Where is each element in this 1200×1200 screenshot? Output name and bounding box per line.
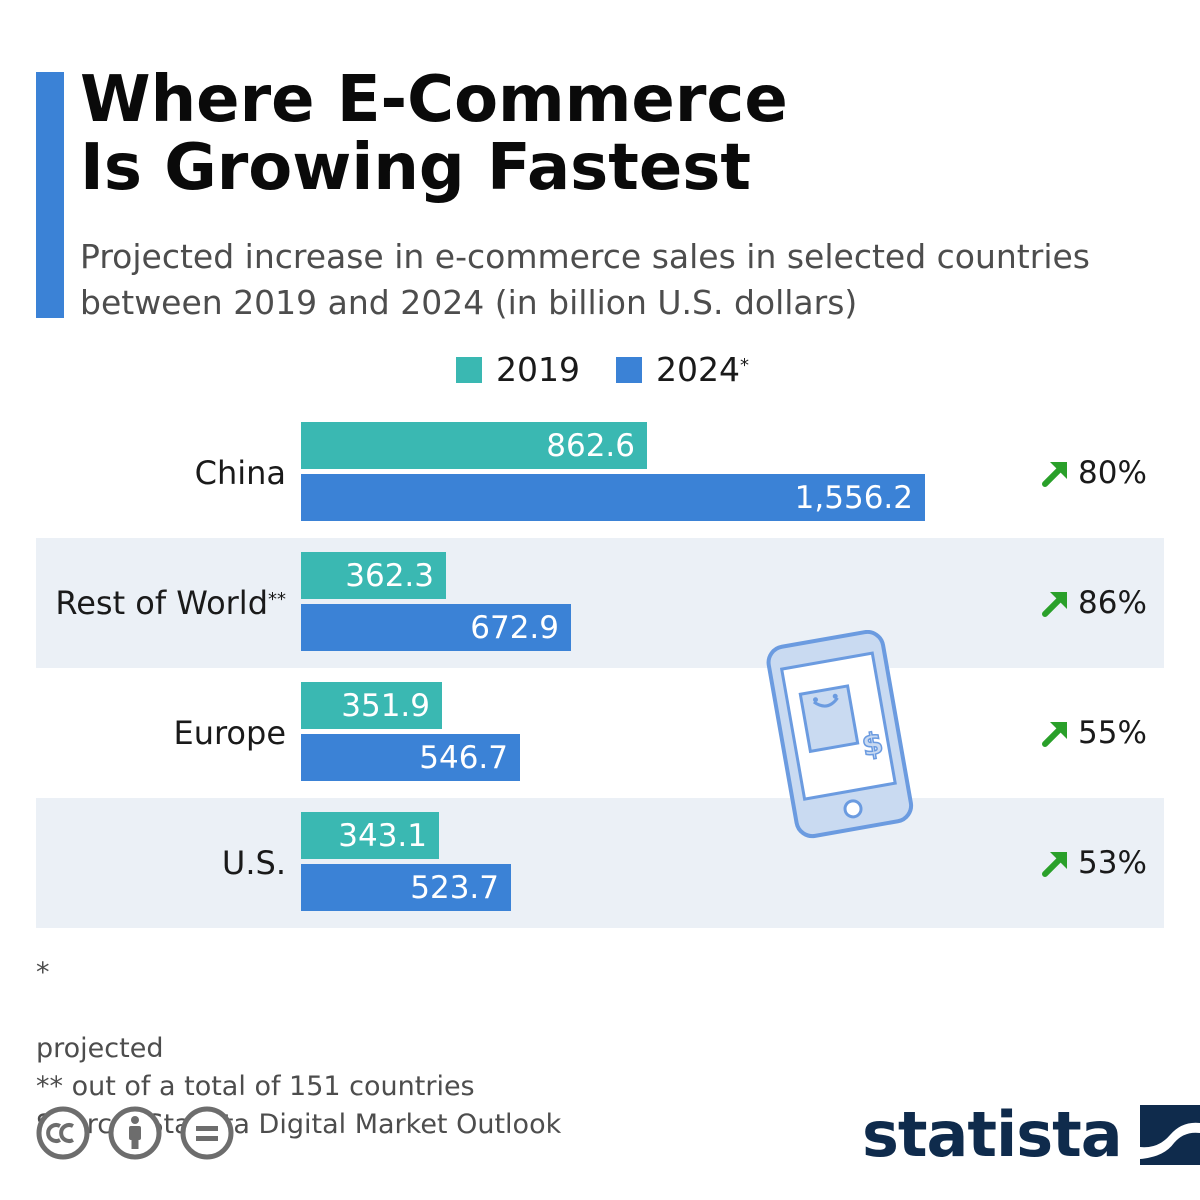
data-label: 546.7: [419, 739, 508, 776]
category-label: Europe: [173, 714, 286, 752]
subtitle-line-2: between 2019 and 2024 (in billion U.S. d…: [80, 283, 858, 322]
data-label: 672.9: [470, 609, 559, 646]
arrow-up-right-icon: [1042, 592, 1067, 617]
statista-brand: statista: [862, 1098, 1200, 1171]
data-label: 343.1: [338, 817, 427, 854]
data-label: 523.7: [410, 869, 499, 906]
bar-2019: 362.3: [301, 552, 446, 599]
chart-row: Europe 351.9 546.7 55%: [36, 668, 1164, 798]
title-line-1: Where E-Commerce: [80, 63, 788, 137]
chart-row: U.S. 343.1 523.7 53%: [36, 798, 1164, 928]
footnote-countries: ** out of a total of 151 countries: [36, 1071, 475, 1102]
data-label: 351.9: [341, 687, 430, 724]
no-derivatives-icon: [180, 1106, 234, 1160]
chart-row: Rest of World ** 362.3 672.9 86%: [36, 538, 1164, 668]
data-label: 362.3: [345, 557, 434, 594]
arrow-up-right-icon: [1042, 462, 1067, 487]
growth-label: 53%: [1040, 798, 1147, 928]
growth-label: 55%: [1040, 668, 1147, 798]
legend-swatch-2019: [456, 356, 482, 383]
chart-subtitle: Projected increase in e-commerce sales i…: [80, 234, 1090, 326]
bar-2024: 672.9: [301, 604, 571, 651]
category-label: Rest of World **: [55, 584, 286, 622]
arrow-up-right-icon: [1042, 852, 1067, 877]
data-label: 1,556.2: [794, 479, 913, 516]
arrow-up-right-icon: [1042, 722, 1067, 747]
legend-swatch-2024: [615, 356, 642, 383]
legend-label-2019: 2019: [496, 350, 580, 389]
legend: 2019 2024 *: [456, 350, 785, 389]
category-label: U.S.: [221, 844, 286, 882]
growth-label: 80%: [1040, 408, 1147, 538]
title-line-2: Is Growing Fastest: [80, 131, 751, 205]
statista-logo-icon: [1139, 1104, 1200, 1165]
bar-2019: 351.9: [301, 682, 442, 729]
legend-item-2024: 2024 *: [615, 350, 749, 389]
cc-icon: [36, 1106, 90, 1160]
category-label: China: [194, 454, 286, 492]
bar-2024: 1,556.2: [301, 474, 925, 521]
attribution-icon: [108, 1106, 162, 1160]
footnote-projected: * projected: [36, 957, 164, 1064]
legend-item-2019: 2019: [456, 350, 580, 389]
legend-projected-mark: *: [739, 355, 749, 376]
legend-label-2024: 2024: [655, 350, 740, 389]
chart-row: China 862.6 1,556.2 80%: [36, 408, 1164, 538]
brand-name: statista: [862, 1098, 1123, 1171]
license-icons: [36, 1106, 252, 1160]
accent-bar: [36, 72, 64, 318]
bar-2024: 546.7: [301, 734, 520, 781]
growth-label: 86%: [1040, 538, 1147, 668]
smartphone-shopping-bag-icon: $: [766, 630, 914, 839]
bar-2019: 862.6: [301, 422, 647, 469]
bar-2024: 523.7: [301, 864, 511, 911]
subtitle-line-1: Projected increase in e-commerce sales i…: [80, 237, 1090, 276]
data-label: 862.6: [546, 427, 635, 464]
chart-title: Where E-Commerce Is Growing Fastest: [80, 66, 788, 202]
bar-2019: 343.1: [301, 812, 439, 859]
